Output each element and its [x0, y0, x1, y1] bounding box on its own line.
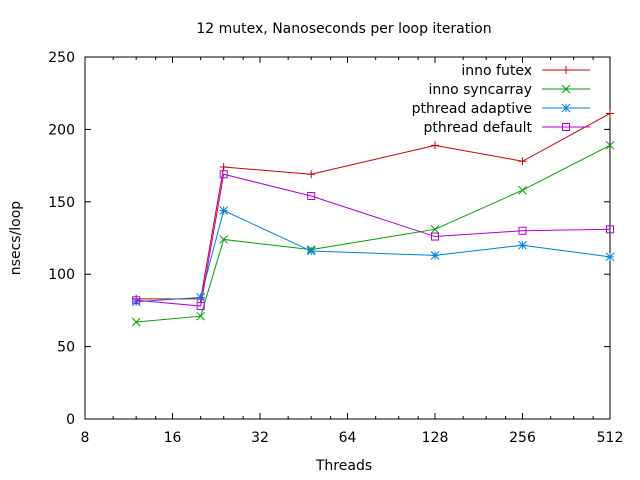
data-point — [431, 141, 439, 150]
square-marker — [132, 296, 141, 305]
data-point — [131, 297, 141, 307]
star-marker — [605, 252, 615, 262]
square-marker — [431, 232, 439, 241]
legend-label: inno syncarray — [428, 82, 532, 98]
star-marker — [306, 246, 316, 256]
cross-marker — [430, 224, 440, 234]
data-point — [518, 240, 527, 250]
legend-label: pthread adaptive — [412, 101, 532, 117]
legend-item: inno syncarray — [428, 82, 590, 98]
data-point — [196, 311, 206, 321]
data-point — [431, 232, 439, 241]
y-axis-label: nsecs/loop — [8, 201, 24, 276]
y-tick-label: 100 — [48, 267, 75, 283]
series-inno-futex — [132, 109, 614, 303]
x-tick-label: 16 — [164, 430, 182, 446]
x-tick-label: 8 — [81, 430, 90, 446]
series-line — [136, 144, 611, 323]
data-point — [605, 252, 615, 262]
star-marker — [196, 293, 206, 302]
data-point — [307, 170, 316, 179]
star-marker — [131, 297, 141, 307]
square-marker — [562, 123, 570, 131]
y-tick-label: 250 — [48, 50, 75, 66]
square-marker — [196, 302, 205, 311]
cross-marker — [605, 140, 615, 150]
legend-item: pthread default — [424, 120, 590, 136]
plus-marker — [562, 66, 570, 74]
y-tick-label: 50 — [57, 340, 75, 356]
legend-label: pthread default — [424, 120, 533, 136]
data-point — [606, 225, 614, 234]
data-point — [605, 140, 615, 150]
data-point — [219, 170, 228, 179]
data-point — [219, 163, 228, 172]
plus-marker — [219, 163, 228, 172]
y-tick-label: 200 — [48, 122, 75, 138]
plus-marker — [518, 157, 527, 166]
plus-marker — [606, 109, 614, 118]
legend: inno futex inno syncarray pthread adaptive… — [412, 63, 590, 136]
cross-marker — [131, 317, 141, 327]
data-point — [132, 296, 141, 305]
series-pthread-default — [132, 170, 614, 311]
data-point — [219, 206, 229, 215]
x-tick-label: 64 — [339, 430, 357, 446]
y-tick-label: 150 — [48, 195, 75, 211]
data-point — [196, 293, 206, 302]
data-point — [131, 317, 141, 327]
star-marker — [518, 240, 527, 250]
square-marker — [606, 225, 614, 234]
chart-title: 12 mutex, Nanoseconds per loop iteration — [196, 21, 491, 37]
series-pthread-adaptive — [131, 206, 615, 307]
data-point — [196, 302, 205, 311]
legend-label: inno futex — [461, 63, 532, 79]
cross-marker — [561, 84, 571, 94]
series-inno-syncarray — [131, 140, 615, 327]
data-point — [306, 246, 316, 256]
data-point — [219, 235, 229, 244]
axis-ticks: 0 50 100 150 200 250 8 16 32 64 128 256 512 — [48, 50, 623, 446]
plus-marker — [307, 170, 316, 179]
square-marker — [518, 226, 527, 235]
data-point — [518, 185, 527, 195]
data-point — [518, 226, 527, 235]
data-point — [430, 224, 440, 234]
legend-item: inno futex — [461, 63, 590, 79]
square-marker — [219, 170, 228, 179]
x-tick-label: 128 — [422, 430, 449, 446]
square-marker — [307, 192, 316, 201]
star-marker — [219, 206, 229, 215]
series-line — [136, 173, 611, 307]
data-point — [606, 109, 614, 118]
cross-marker — [518, 185, 527, 195]
x-tick-label: 512 — [597, 430, 624, 446]
star-marker — [561, 103, 571, 113]
star-marker — [430, 251, 440, 260]
cross-marker — [196, 311, 206, 321]
x-axis-label: Threads — [315, 458, 372, 474]
x-tick-label: 256 — [509, 430, 536, 446]
legend-item: pthread adaptive — [412, 101, 590, 117]
y-tick-label: 0 — [66, 412, 75, 428]
x-tick-label: 32 — [251, 430, 269, 446]
data-point — [307, 192, 316, 201]
data-point — [430, 251, 440, 260]
series-line — [136, 209, 611, 303]
series-layer — [131, 109, 615, 327]
data-point — [518, 157, 527, 166]
cross-marker — [219, 235, 229, 244]
plus-marker — [431, 141, 439, 150]
